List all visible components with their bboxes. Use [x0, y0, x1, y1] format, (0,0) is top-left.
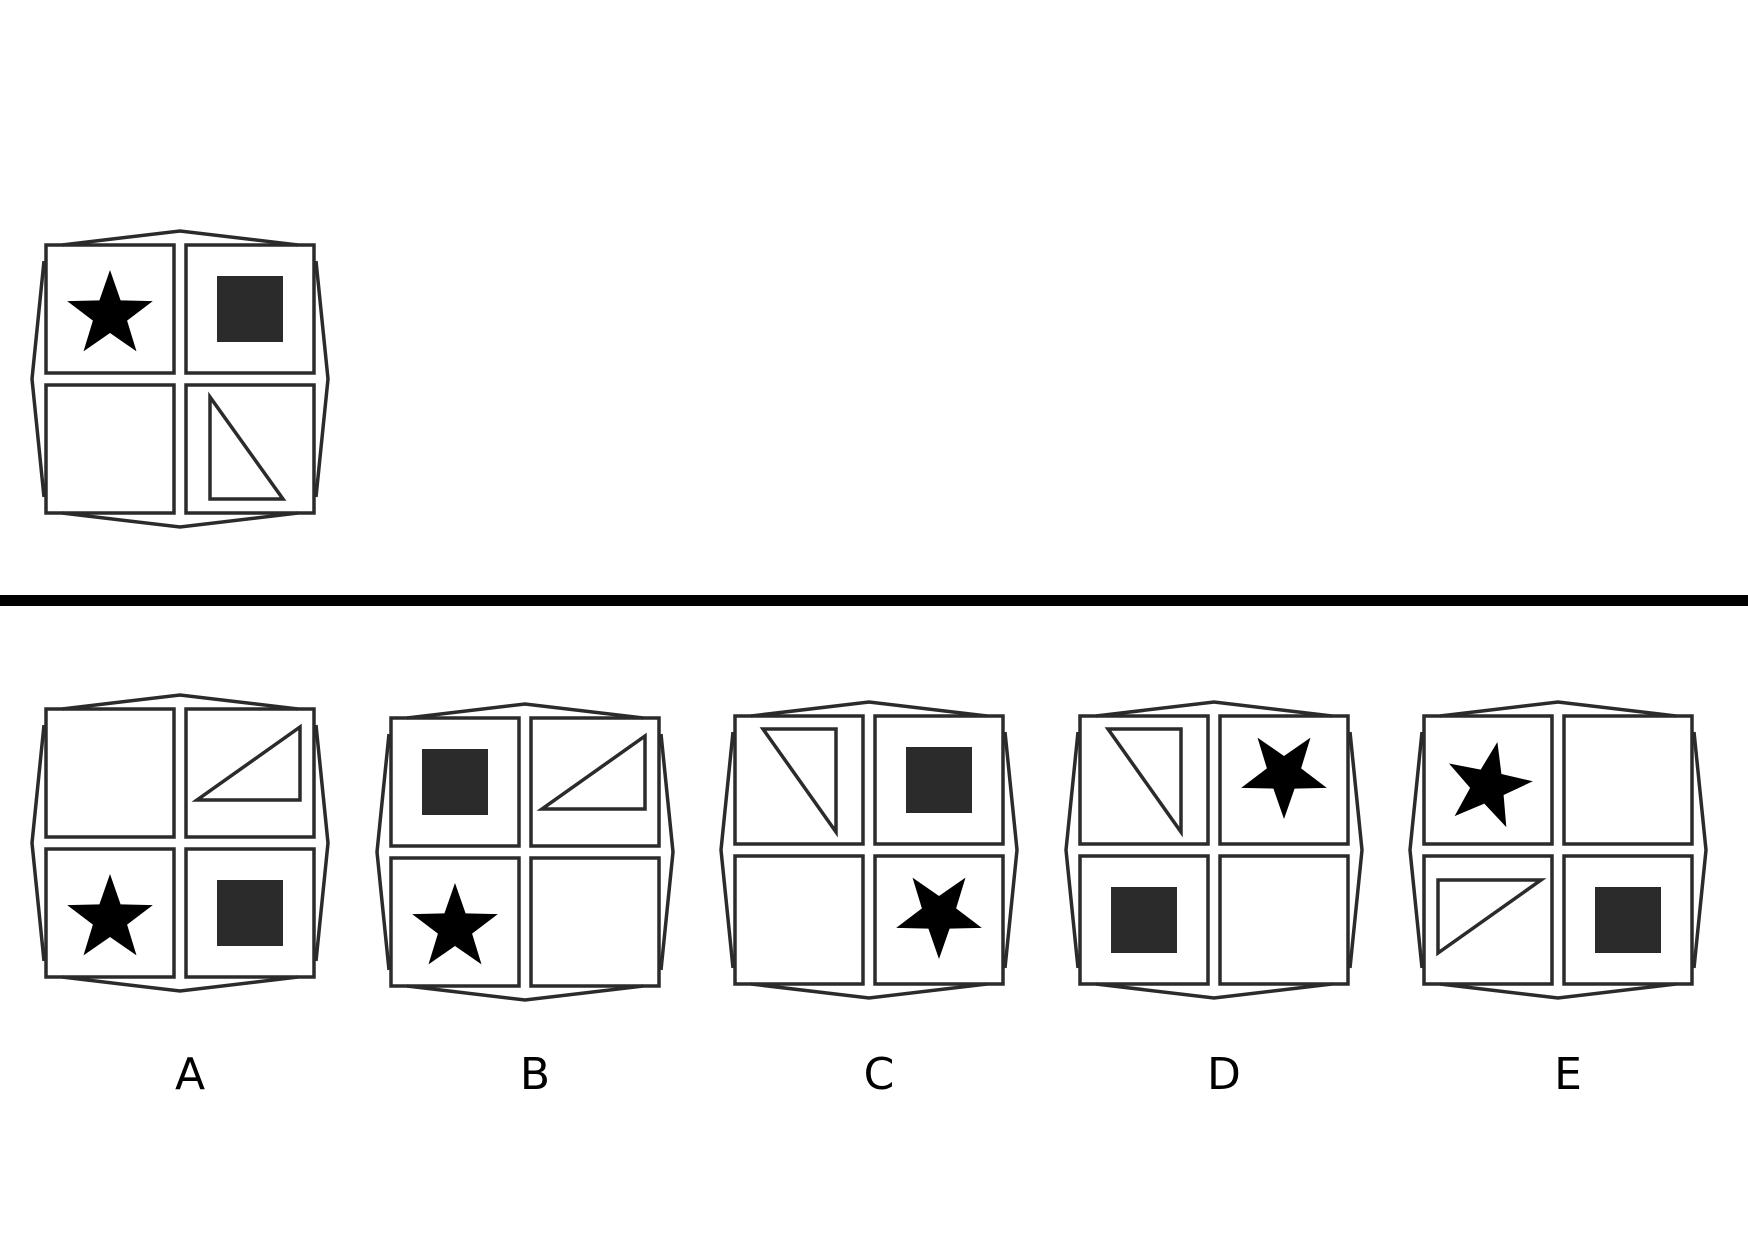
option-a-bottom-bracket [61, 975, 299, 993]
option-e-left-bracket [1408, 731, 1424, 969]
question-figure-cell-3 [44, 383, 176, 515]
option-d-bottom-bracket [1095, 982, 1333, 1000]
option-d-cell-4 [1218, 854, 1350, 986]
option-a-right-bracket [314, 724, 330, 962]
option-c-cell-1-triangle-shape [759, 727, 838, 838]
question-figure-right-bracket [314, 260, 330, 498]
question-figure-cell-2-square-shape [217, 276, 283, 342]
question-figure [30, 229, 330, 529]
question-figure-bottom-bracket [61, 511, 299, 529]
option-d: D [1064, 700, 1364, 1100]
option-e-cell-4-square-shape [1595, 887, 1661, 953]
question-figure-cell-4 [184, 383, 316, 515]
option-c-cell-3 [733, 854, 865, 986]
option-e-cell-4 [1562, 854, 1694, 986]
option-b-cell-3-star-shape [412, 883, 498, 965]
option-b-cell-1-square-shape [422, 749, 488, 815]
option-b-label: B [520, 1049, 550, 1100]
option-c-cell-1 [733, 714, 865, 846]
question-figure-top-bracket [61, 229, 299, 247]
option-e-label: E [1554, 1049, 1582, 1100]
question-figure-cell-2 [184, 243, 316, 375]
option-d-cell-2 [1218, 714, 1350, 846]
option-b-left-bracket [375, 733, 391, 971]
option-d-label: D [1207, 1049, 1241, 1100]
option-d-cell-3 [1078, 854, 1210, 986]
question-figure-cell-4-triangle-shape [208, 391, 287, 501]
option-a-label: A [175, 1049, 205, 1100]
option-b-cell-2 [529, 716, 661, 848]
option-a-cell-3-star-shape [67, 874, 153, 956]
option-e-bottom-bracket [1439, 982, 1677, 1000]
option-d-cell-3-square-shape [1111, 887, 1177, 953]
option-b-right-bracket [659, 733, 675, 971]
option-d-cell-2-star-shape [1241, 737, 1327, 819]
option-b-top-bracket [406, 702, 644, 720]
option-a-top-bracket [61, 693, 299, 711]
option-a-cell-3 [44, 847, 176, 979]
option-d-left-bracket [1064, 731, 1080, 969]
option-d-cell-1 [1078, 714, 1210, 846]
option-b-cell-1 [389, 716, 521, 848]
option-e-cell-2 [1562, 714, 1694, 846]
question-figure [30, 229, 330, 529]
option-a-cell-4-square-shape [217, 880, 283, 946]
option-e-cell-1-star-shape [1449, 742, 1533, 828]
option-c-label: C [864, 1049, 895, 1100]
option-c-top-bracket [750, 700, 988, 718]
option-a-cell-2-triangle-shape [191, 723, 302, 802]
option-e-top-bracket [1439, 700, 1677, 718]
option-e-cell-3 [1422, 854, 1554, 986]
section-divider [0, 595, 1748, 606]
option-e-right-bracket [1692, 731, 1708, 969]
option-a-cell-4 [184, 847, 316, 979]
option-c-cell-4-star-shape [896, 877, 982, 959]
option-c-right-bracket [1003, 731, 1019, 969]
question-figure-left-bracket [30, 260, 46, 498]
option-a: A [30, 693, 330, 1100]
option-a-cell-2 [184, 707, 316, 839]
option-b-cell-4 [529, 856, 661, 988]
option-d-right-bracket [1348, 731, 1364, 969]
option-c-cell-2 [873, 714, 1005, 846]
option-c: C [719, 700, 1019, 1100]
question-figure-cell-1-star-shape [67, 270, 153, 352]
option-c-bottom-bracket [750, 982, 988, 1000]
option-e-cell-3-triangle-shape [1436, 878, 1547, 957]
option-a-left-bracket [30, 724, 46, 962]
option-b: B [375, 702, 675, 1100]
option-e-cell-1 [1422, 714, 1554, 846]
option-d-top-bracket [1095, 700, 1333, 718]
option-c-cell-2-square-shape [906, 747, 972, 813]
option-a-cell-1 [44, 707, 176, 839]
option-b-cell-2-triangle-shape [536, 732, 647, 811]
option-e: E [1408, 700, 1708, 1100]
option-d-cell-1-triangle-shape [1104, 727, 1183, 838]
question-figure-cell-1 [44, 243, 176, 375]
option-b-cell-3 [389, 856, 521, 988]
option-b-bottom-bracket [406, 984, 644, 1002]
option-c-cell-4 [873, 854, 1005, 986]
option-c-left-bracket [719, 731, 735, 969]
answer-options: A B C D E [30, 693, 1708, 1100]
